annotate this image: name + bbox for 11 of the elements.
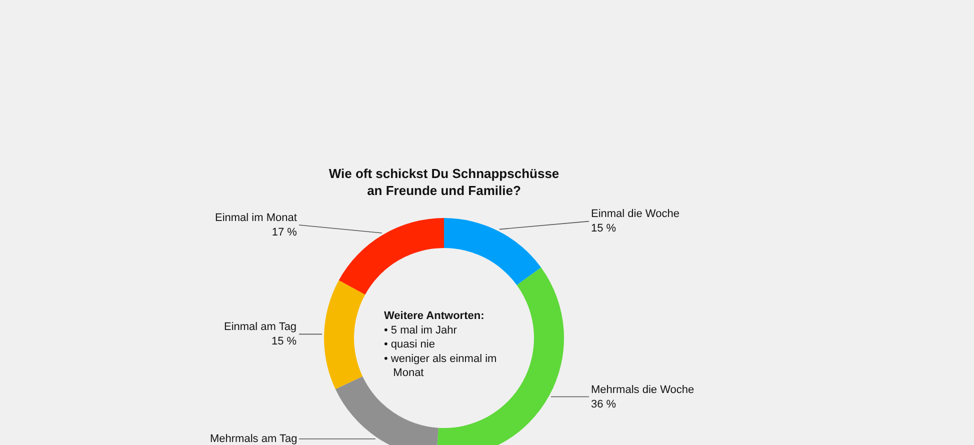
slice-label: Einmal im Monat <box>215 212 297 224</box>
text: Weitere Antworten: • 5 mal im Jahr • quasi nie • weniger als einmal im Monat <box>384 310 497 380</box>
chart-title: Wie oft schickst Du Schnappschüsse an Freunde und Familie? <box>328 166 560 198</box>
data-label: 15 % <box>591 222 616 234</box>
slice-label: Einmal am Tag <box>224 321 297 333</box>
slice-label: Einmal die Woche <box>591 208 680 220</box>
data-label: 36 % <box>591 398 616 410</box>
data-label: 15 % <box>271 335 297 348</box>
slice-label: Mehrmals die Woche <box>591 384 694 396</box>
data-label: 17 % <box>272 226 298 238</box>
slice-label: Mehrmals am Tag <box>210 433 298 445</box>
